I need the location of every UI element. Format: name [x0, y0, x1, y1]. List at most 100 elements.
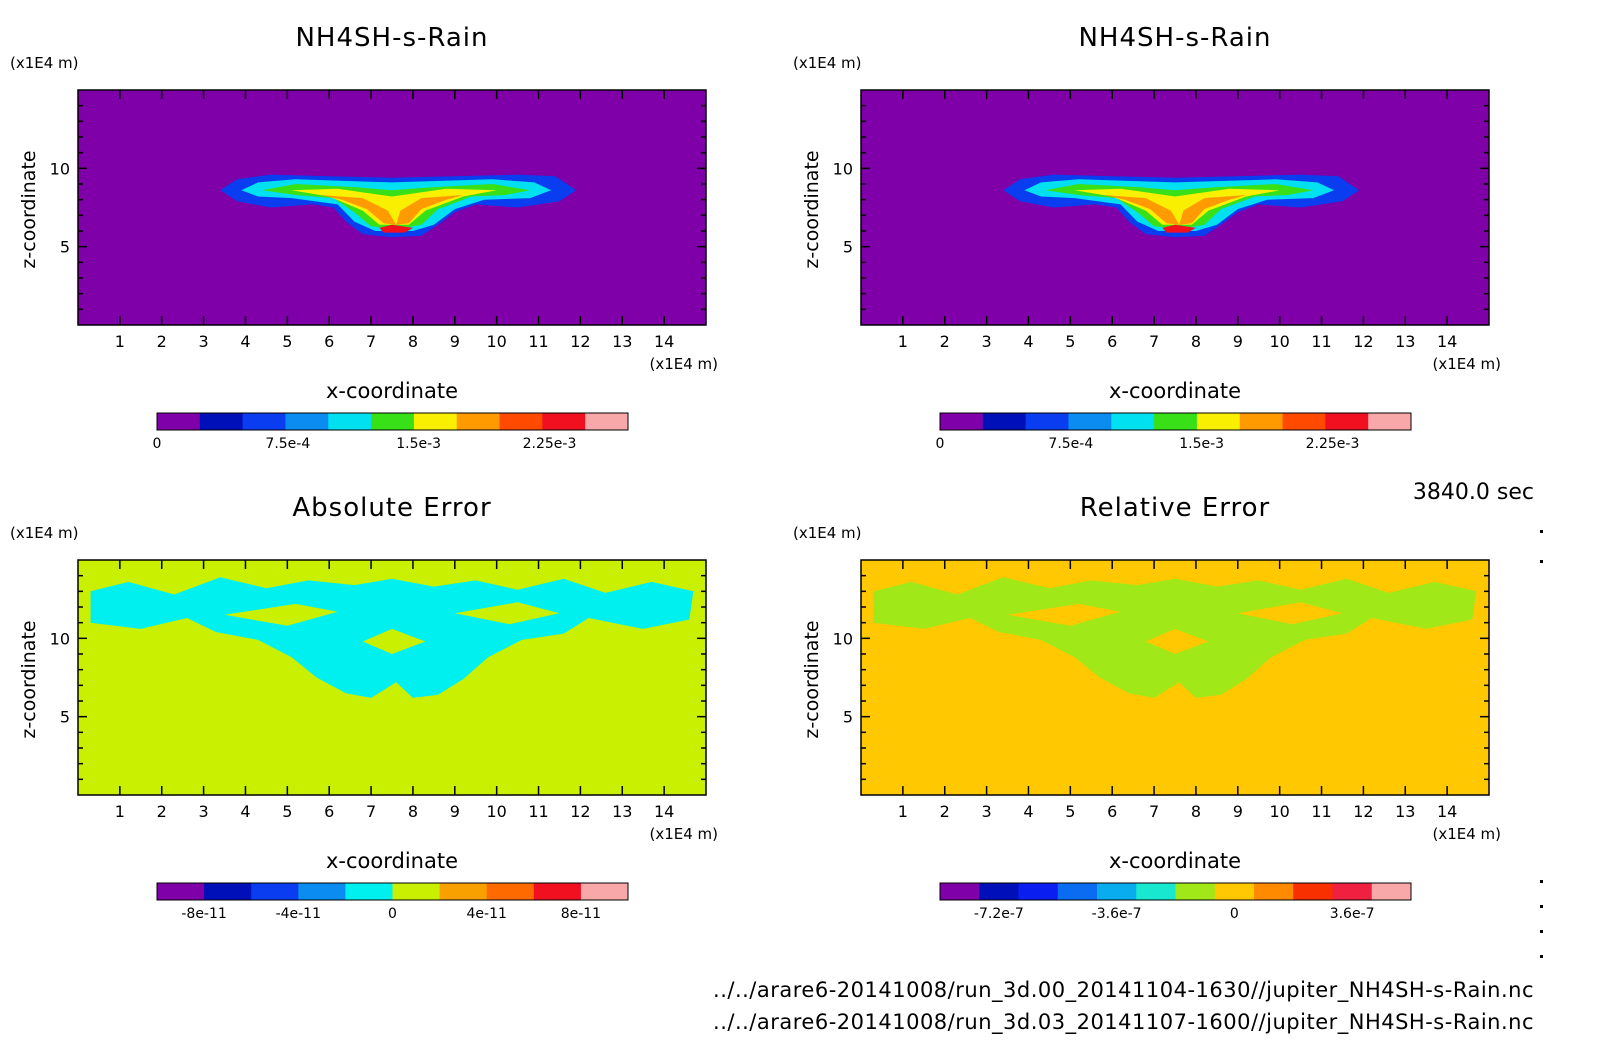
x-tick-label: 13 — [1395, 332, 1415, 351]
y-tick-label: 10 — [833, 629, 853, 648]
y-tick-label: 5 — [843, 238, 853, 257]
contour-level — [320, 195, 397, 225]
colorbar-tick-label: 8e-11 — [561, 906, 601, 922]
chart-title: NH4SH-s-Rain — [1078, 23, 1271, 53]
x-tick-label: 6 — [324, 332, 334, 351]
x-tick-label: 11 — [1311, 802, 1331, 821]
y-tick-label: 10 — [50, 159, 70, 178]
colorbar-swatch — [157, 413, 201, 430]
colorbar-frame — [939, 882, 1412, 901]
y-tick-label: 5 — [60, 238, 70, 257]
marker-dot — [1540, 530, 1543, 533]
colorbar-swatch — [251, 883, 299, 900]
y-unit-label: (x1E4 m) — [793, 524, 862, 542]
field-contours — [873, 577, 1477, 698]
colorbar-tick-label: 1.5e-3 — [396, 436, 441, 452]
colorbar-tick-label: -8e-11 — [181, 906, 226, 922]
colorbar-swatch — [1025, 413, 1069, 430]
marker-dot — [1540, 880, 1543, 883]
colorbar-tick-label: 1.5e-3 — [1179, 436, 1224, 452]
y-tick-label: 10 — [50, 629, 70, 648]
x-tick-label: 9 — [450, 802, 460, 821]
x-tick-label: 14 — [654, 802, 674, 821]
time-label: 3840.0 sec — [1412, 480, 1534, 505]
y-axis-label: z-coordinate — [18, 150, 40, 268]
x-tick-label: 10 — [486, 332, 506, 351]
x-tick-label: 8 — [408, 802, 418, 821]
colorbar-swatch — [199, 413, 244, 430]
colorbar-swatch — [1282, 413, 1326, 430]
x-axis-label: x-coordinate — [1109, 849, 1241, 873]
colorbar-swatch — [1239, 413, 1284, 430]
x-tick-label: 8 — [1191, 802, 1201, 821]
x-tick-label: 7 — [366, 332, 376, 351]
colorbar-swatch — [328, 413, 372, 430]
x-tick-label: 9 — [1233, 332, 1243, 351]
colorbar-swatch — [940, 413, 984, 430]
x-tick-label: 5 — [282, 332, 292, 351]
error-region — [1145, 628, 1209, 654]
x-unit-label: (x1E4 m) — [649, 355, 718, 373]
x-tick-label: 6 — [1107, 802, 1117, 821]
x-tick-label: 12 — [1353, 802, 1373, 821]
colorbar-tick-label: 2.25e-3 — [1306, 436, 1360, 452]
x-tick-label: 1 — [115, 802, 125, 821]
colorbar-swatch — [1111, 413, 1155, 430]
x-tick-label: 6 — [324, 802, 334, 821]
x-tick-label: 5 — [282, 802, 292, 821]
x-tick-label: 10 — [486, 802, 506, 821]
x-tick-label: 3 — [982, 802, 992, 821]
colorbar-swatch — [439, 883, 488, 900]
x-tick-label: 4 — [1023, 332, 1033, 351]
x-tick-label: 14 — [1437, 332, 1457, 351]
x-tick-label: 8 — [1191, 332, 1201, 351]
x-tick-label: 5 — [1065, 802, 1075, 821]
colorbar-swatch — [1214, 883, 1255, 900]
chart-title: Relative Error — [1080, 493, 1271, 523]
colorbar-swatch — [1371, 883, 1412, 900]
x-tick-label: 7 — [1149, 802, 1159, 821]
x-tick-label: 9 — [450, 332, 460, 351]
colorbar-swatch — [979, 883, 1019, 900]
chart-panel-4: Relative Error(x1E4 m)1 2 3 4 5 6 7 8 9 10 11 12 13 1… — [793, 493, 1501, 922]
colorbar-tick-label: 0 — [936, 436, 945, 452]
contour-level — [1179, 195, 1247, 225]
x-unit-label: (x1E4 m) — [649, 825, 718, 843]
colorbar-swatch — [1136, 883, 1176, 900]
x-unit-label: (x1E4 m) — [1432, 355, 1501, 373]
error-region — [1007, 603, 1121, 626]
footer-file-path-1: ../../arare6-20141008/run_3d.00_20141104… — [713, 978, 1534, 1002]
colorbar-tick-label: 4e-11 — [467, 906, 507, 922]
plot-frame — [860, 89, 1490, 326]
colorbar-swatch — [1368, 413, 1412, 430]
field-contours — [90, 577, 694, 698]
x-tick-label: 3 — [982, 332, 992, 351]
y-unit-label: (x1E4 m) — [10, 54, 79, 72]
chart-title: NH4SH-s-Rain — [295, 23, 488, 53]
colorbar-tick-label: 7.5e-4 — [265, 436, 310, 452]
colorbar-tick-label: 0 — [1230, 906, 1239, 922]
colorbar-swatch — [157, 883, 205, 900]
x-tick-label: 10 — [1269, 332, 1289, 351]
x-tick-label: 1 — [898, 332, 908, 351]
colorbar-frame — [939, 412, 1412, 431]
y-unit-label: (x1E4 m) — [793, 54, 862, 72]
error-region — [224, 603, 338, 626]
colorbar-tick-label: 2.25e-3 — [523, 436, 577, 452]
colorbar-tick-label: 0 — [388, 906, 397, 922]
x-tick-label: 2 — [940, 802, 950, 821]
colorbar-swatch — [1068, 413, 1112, 430]
colorbar-swatch — [242, 413, 286, 430]
y-axis-label: z-coordinate — [801, 150, 823, 268]
colorbar-swatch — [298, 883, 346, 900]
x-tick-label: 7 — [1149, 332, 1159, 351]
colorbar-swatch — [499, 413, 543, 430]
plot-frame — [77, 559, 707, 796]
colorbar-frame — [156, 412, 629, 431]
x-tick-label: 11 — [528, 332, 548, 351]
colorbar-swatch — [542, 413, 586, 430]
colorbar-tick-label: -7.2e-7 — [974, 906, 1024, 922]
contour-level — [379, 224, 413, 233]
marker-dot — [1540, 930, 1543, 933]
colorbar-tick-label: 0 — [153, 436, 162, 452]
